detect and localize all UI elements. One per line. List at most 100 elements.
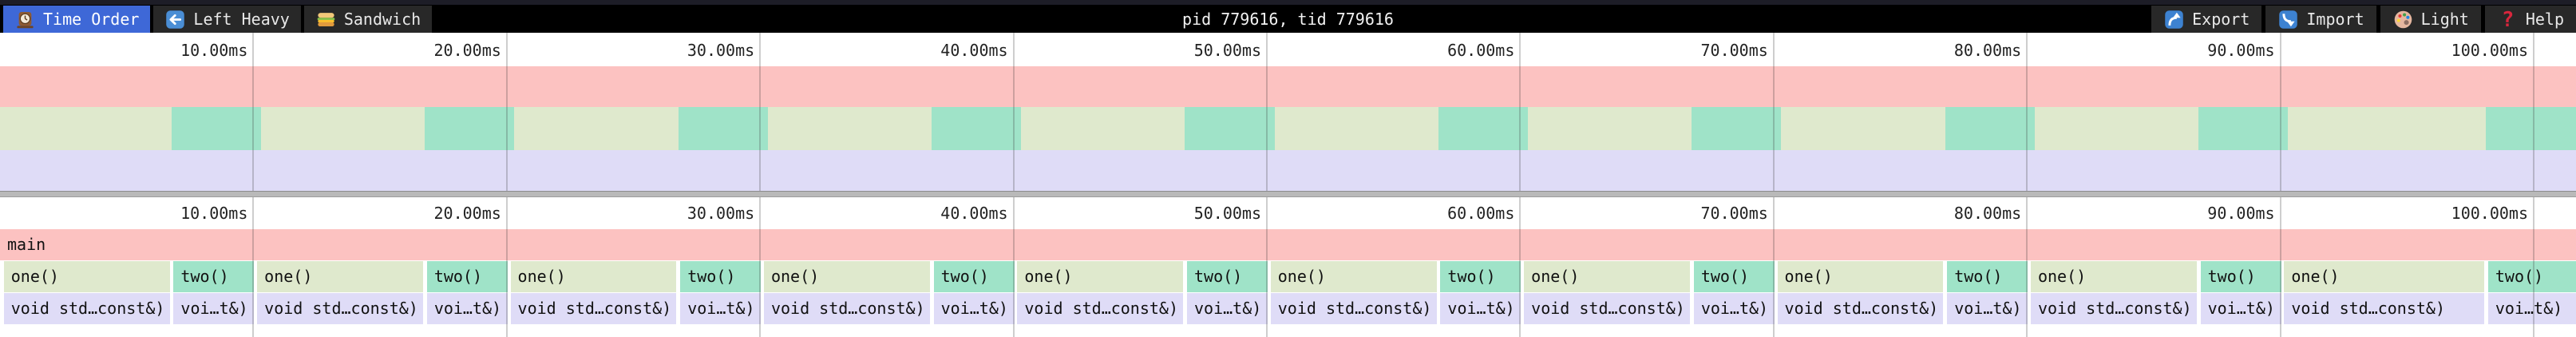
frame-cell[interactable]: one() bbox=[510, 261, 677, 292]
time-tick-label: 40.00ms bbox=[940, 41, 1008, 60]
frame-cell[interactable]: two() bbox=[1440, 261, 1521, 292]
frame-cell[interactable]: one() bbox=[1777, 261, 1944, 292]
help-button[interactable]: ? Help bbox=[2484, 6, 2576, 33]
frame-cell[interactable]: voi…t&) bbox=[933, 293, 1015, 324]
minimap-frame-two[interactable] bbox=[1692, 107, 1782, 150]
frame-cell[interactable]: one() bbox=[1270, 261, 1437, 292]
frame-cell[interactable]: two() bbox=[680, 261, 762, 292]
frame-cell[interactable]: void std…const&) bbox=[257, 293, 424, 324]
action-label: Help bbox=[2525, 10, 2564, 29]
export-button[interactable]: Export bbox=[2151, 6, 2262, 33]
time-tick-label: 10.00ms bbox=[180, 204, 248, 223]
frame-cell[interactable]: voi…t&) bbox=[2200, 293, 2281, 324]
minimap-frame-two[interactable] bbox=[1438, 107, 1528, 150]
tab-label: Time Order bbox=[43, 10, 140, 29]
action-label: Light bbox=[2420, 10, 2469, 29]
flame-row-leaf: void std…const&) voi…t&) void std…const&) v… bbox=[0, 293, 2576, 324]
minimap-time-axis: 10.00ms 20.00ms 30.00ms 40.00ms 50.00ms 60.00… bbox=[0, 33, 2576, 66]
frame-cell[interactable]: void std…const&) bbox=[763, 293, 930, 324]
frame-cell[interactable]: main bbox=[0, 229, 2576, 260]
frame-cell[interactable]: void std…const&) bbox=[510, 293, 677, 324]
frame-cell[interactable]: voi…t&) bbox=[1440, 293, 1521, 324]
time-tick-label: 90.00ms bbox=[2207, 41, 2275, 60]
flamegraph-viewport: 10.00ms 20.00ms 30.00ms 40.00ms 50.00ms 60.00… bbox=[0, 33, 2576, 337]
frame-cell[interactable]: one() bbox=[1017, 261, 1184, 292]
svg-text:?: ? bbox=[2502, 9, 2515, 30]
frame-cell[interactable]: two() bbox=[173, 261, 255, 292]
toolbar: Time Order Left Heavy Sandwich pid 779616,… bbox=[0, 0, 2576, 33]
frame-cell[interactable]: two() bbox=[1187, 261, 1268, 292]
frame-cell[interactable]: void std…const&) bbox=[1777, 293, 1944, 324]
main-time-axis: 10.00ms 20.00ms 30.00ms 40.00ms 50.00ms 60.00… bbox=[0, 197, 2576, 229]
frame-cell[interactable]: voi…t&) bbox=[1187, 293, 1268, 324]
frame-cell[interactable]: voi…t&) bbox=[1947, 293, 2028, 324]
frame-cell[interactable]: one() bbox=[2284, 261, 2485, 292]
frame-cell[interactable]: two() bbox=[933, 261, 1015, 292]
frame-cell[interactable]: two() bbox=[426, 261, 508, 292]
frame-cell[interactable]: one() bbox=[257, 261, 424, 292]
minimap-frame-two[interactable] bbox=[1185, 107, 1275, 150]
tab-label: Left Heavy bbox=[193, 10, 290, 29]
minimap-frame-two[interactable] bbox=[1945, 107, 2035, 150]
minimap-row-leaf[interactable] bbox=[0, 150, 2576, 191]
time-tick-label: 100.00ms bbox=[2451, 41, 2528, 60]
time-tick-label: 20.00ms bbox=[433, 41, 501, 60]
left-arrow-icon bbox=[164, 9, 186, 30]
import-arrow-icon bbox=[2277, 9, 2299, 30]
minimap-frame-two[interactable] bbox=[678, 107, 768, 150]
frame-cell[interactable]: voi…t&) bbox=[426, 293, 508, 324]
time-tick-label: 80.00ms bbox=[1953, 204, 2022, 223]
frame-cell[interactable]: one() bbox=[3, 261, 170, 292]
minimap-frame-two[interactable] bbox=[171, 107, 261, 150]
frame-cell[interactable]: voi…t&) bbox=[173, 293, 255, 324]
frame-cell[interactable]: void std…const&) bbox=[2030, 293, 2197, 324]
frame-cell[interactable]: two() bbox=[1947, 261, 2028, 292]
time-tick-label: 50.00ms bbox=[1193, 41, 1261, 60]
frame-cell[interactable]: void std…const&) bbox=[3, 293, 170, 324]
tab-left-heavy[interactable]: Left Heavy bbox=[153, 6, 301, 33]
clock-icon bbox=[14, 9, 36, 30]
tab-time-order[interactable]: Time Order bbox=[3, 6, 151, 33]
time-tick-label: 80.00ms bbox=[1953, 41, 2022, 60]
frame-cell[interactable]: two() bbox=[2200, 261, 2281, 292]
minimap-row-calls[interactable] bbox=[0, 107, 2576, 150]
time-tick-label: 70.00ms bbox=[1700, 41, 1768, 60]
frame-cell[interactable]: two() bbox=[1693, 261, 1775, 292]
toolbar-top-strip bbox=[0, 0, 2576, 5]
action-label: Export bbox=[2192, 10, 2250, 29]
tab-sandwich[interactable]: Sandwich bbox=[303, 6, 433, 33]
frame-cell[interactable]: one() bbox=[763, 261, 930, 292]
tab-label: Sandwich bbox=[343, 10, 421, 29]
frame-cell[interactable]: voi…t&) bbox=[2487, 293, 2576, 324]
minimap[interactable] bbox=[0, 66, 2576, 191]
minimap-frame-two[interactable] bbox=[932, 107, 1022, 150]
time-tick-label: 50.00ms bbox=[1193, 204, 1261, 223]
minimap-frame-two[interactable] bbox=[2198, 107, 2289, 150]
minimap-frame-two[interactable] bbox=[2486, 107, 2576, 150]
time-tick-label: 70.00ms bbox=[1700, 204, 1768, 223]
toolbar-actions: Export Import Light? Help bbox=[2147, 6, 2576, 33]
frame-cell[interactable]: voi…t&) bbox=[680, 293, 762, 324]
time-tick-label: 60.00ms bbox=[1447, 204, 1515, 223]
frame-cell[interactable]: one() bbox=[1524, 261, 1691, 292]
time-tick-label: 40.00ms bbox=[940, 204, 1008, 223]
minimap-frame-two[interactable] bbox=[425, 107, 515, 150]
frame-cell[interactable]: void std…const&) bbox=[1524, 293, 1691, 324]
frame-cell[interactable]: one() bbox=[2030, 261, 2197, 292]
time-tick-label: 30.00ms bbox=[687, 204, 755, 223]
frame-cell[interactable]: void std…const&) bbox=[2284, 293, 2485, 324]
frame-cell[interactable]: two() bbox=[2487, 261, 2576, 292]
theme-button[interactable]: Light bbox=[2380, 6, 2481, 33]
palette-icon bbox=[2392, 9, 2414, 30]
action-label: Import bbox=[2306, 10, 2364, 29]
frame-cell[interactable]: voi…t&) bbox=[1693, 293, 1775, 324]
time-tick-label: 30.00ms bbox=[687, 41, 755, 60]
frame-cell[interactable]: void std…const&) bbox=[1270, 293, 1437, 324]
time-tick-label: 60.00ms bbox=[1447, 41, 1515, 60]
import-button[interactable]: Import bbox=[2265, 6, 2376, 33]
export-arrow-icon bbox=[2163, 9, 2185, 30]
minimap-row-main[interactable] bbox=[0, 66, 2576, 107]
flame-row-calls: one() two() one() two() one() two() one() two()… bbox=[0, 261, 2576, 292]
frame-cell[interactable]: void std…const&) bbox=[1017, 293, 1184, 324]
